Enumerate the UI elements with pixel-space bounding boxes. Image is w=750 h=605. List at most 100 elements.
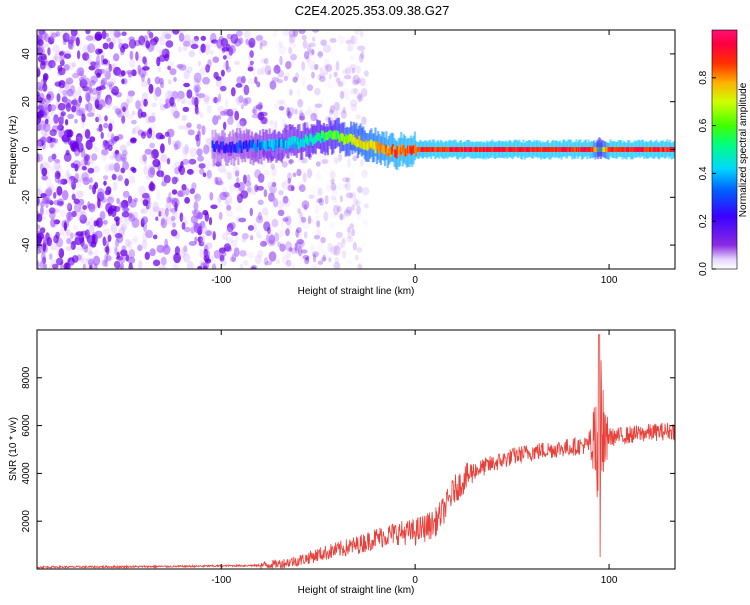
- noise-speck: [120, 262, 124, 269]
- track-core: [495, 147, 498, 152]
- noise-speck: [183, 159, 192, 169]
- noise-speck: [299, 254, 306, 262]
- noise-speck: [179, 212, 184, 222]
- noise-speck: [316, 220, 321, 228]
- noise-speck: [314, 201, 320, 208]
- noise-speck: [129, 50, 134, 61]
- noise-speck: [104, 70, 111, 80]
- noise-speck: [261, 124, 269, 130]
- noise-speck: [311, 111, 316, 117]
- noise-speck: [307, 215, 312, 225]
- noise-speck: [345, 206, 353, 214]
- track-core: [544, 147, 547, 152]
- track-core: [533, 147, 536, 152]
- noise-speck: [155, 216, 159, 221]
- noise-speck: [243, 174, 247, 184]
- track-core: [376, 141, 379, 149]
- noise-speck: [267, 228, 272, 239]
- noise-speck: [194, 193, 202, 202]
- noise-speck: [92, 233, 96, 245]
- track-core: [491, 147, 494, 152]
- track-core: [260, 141, 263, 150]
- noise-speck: [55, 231, 60, 239]
- noise-speck: [351, 204, 355, 211]
- noise-speck: [80, 253, 84, 264]
- track-core: [290, 137, 293, 145]
- noise-speck: [227, 116, 234, 126]
- noise-speck: [54, 55, 63, 63]
- track-core: [549, 147, 551, 152]
- noise-speck: [56, 186, 63, 196]
- track-core: [553, 147, 556, 152]
- track-core: [571, 147, 574, 152]
- noise-speck: [142, 66, 150, 71]
- noise-speck: [263, 57, 269, 65]
- track-halo: [355, 122, 358, 152]
- noise-speck: [162, 244, 171, 255]
- noise-speck: [147, 164, 153, 172]
- noise-speck: [215, 161, 222, 167]
- track-core: [494, 147, 497, 152]
- noise-speck: [322, 168, 327, 173]
- noise-speck: [71, 30, 76, 36]
- track-halo: [362, 126, 365, 155]
- noise-speck: [329, 170, 336, 180]
- noise-speck: [333, 261, 341, 269]
- noise-speck: [59, 228, 64, 236]
- noise-speck: [96, 54, 100, 66]
- noise-speck: [297, 98, 304, 108]
- noise-speck: [128, 213, 136, 222]
- track-core: [630, 147, 633, 152]
- noise-speck: [152, 259, 161, 267]
- noise-speck: [276, 79, 283, 84]
- noise-speck: [125, 98, 130, 107]
- track-core: [535, 147, 537, 152]
- noise-speck: [304, 110, 309, 116]
- noise-speck: [37, 112, 43, 118]
- noise-speck: [85, 139, 93, 150]
- noise-speck: [339, 78, 347, 87]
- noise-speck: [120, 224, 126, 235]
- noise-speck: [310, 64, 318, 72]
- noise-speck: [197, 155, 205, 162]
- noise-speck: [71, 193, 76, 201]
- noise-speck: [322, 158, 329, 165]
- noise-speck: [149, 166, 156, 176]
- track-core: [294, 136, 297, 144]
- noise-speck: [61, 90, 69, 99]
- noise-speck: [122, 106, 126, 112]
- noise-speck: [224, 194, 233, 205]
- track-core: [481, 147, 484, 152]
- noise-speck: [280, 182, 287, 187]
- noise-speck: [89, 136, 96, 143]
- track-core: [348, 133, 351, 142]
- noise-speck: [109, 194, 115, 201]
- track-core: [374, 145, 377, 154]
- noise-speck: [89, 96, 98, 102]
- noise-speck: [151, 39, 157, 48]
- noise-speck: [128, 249, 136, 259]
- noise-speck: [37, 153, 41, 163]
- noise-speck: [62, 32, 70, 43]
- noise-speck: [89, 80, 96, 86]
- track-core: [239, 140, 242, 149]
- noise-speck: [78, 95, 82, 104]
- track-core: [245, 140, 248, 148]
- noise-speck: [54, 170, 61, 179]
- noise-speck: [352, 241, 357, 251]
- noise-speck: [210, 230, 216, 236]
- track-core: [446, 147, 449, 152]
- noise-speck: [339, 90, 345, 100]
- noise-speck: [273, 197, 279, 208]
- noise-speck: [301, 200, 310, 210]
- noise-speck: [352, 75, 357, 83]
- noise-speck: [146, 128, 153, 139]
- noise-speck: [271, 78, 277, 85]
- noise-speck: [158, 207, 167, 216]
- track-core: [311, 138, 314, 146]
- noise-speck: [102, 42, 109, 50]
- noise-speck: [149, 41, 155, 51]
- track-core: [320, 130, 323, 139]
- noise-speck: [339, 195, 343, 203]
